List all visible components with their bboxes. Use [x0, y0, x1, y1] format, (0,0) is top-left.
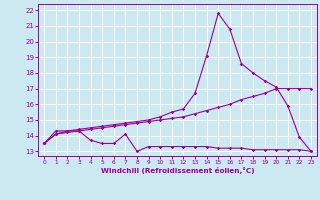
X-axis label: Windchill (Refroidissement éolien,°C): Windchill (Refroidissement éolien,°C): [101, 167, 254, 174]
